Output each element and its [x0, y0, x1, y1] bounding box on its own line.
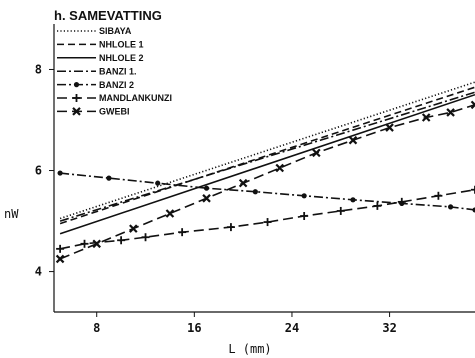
- series-point-banzi-2-2: [155, 180, 161, 186]
- series-point-gwebi-2-b: [129, 224, 138, 233]
- series-point-gwebi-9: [385, 123, 394, 132]
- series-point-banzi-2-0: [57, 170, 63, 176]
- series-point-gwebi-0-b: [55, 254, 65, 264]
- series-point-gwebi-8: [348, 135, 358, 145]
- legend-label-banzi-2: BANZI 2: [99, 80, 134, 90]
- legend-marker-gwebi: [72, 107, 81, 116]
- series-point-mandlankunzi-7: [300, 212, 309, 220]
- legend: SIBAYA NHLOLE 1 NHLOLE 2 BANZI 1. BANZI 2 MAN…: [57, 26, 172, 117]
- series-point-gwebi-1: [92, 239, 101, 249]
- series-point-gwebi-5: [238, 178, 248, 188]
- legend-label-nhlole-2: NHLOLE 2: [99, 53, 144, 63]
- series-point-mandlankunzi-3: [141, 233, 150, 242]
- series-line-sibaya: [59, 81, 475, 220]
- series-point-banzi-2-9: [472, 207, 475, 213]
- y-tick-label-4: 4: [35, 265, 42, 279]
- series-point-mandlankunzi-2: [117, 236, 126, 245]
- series-point-gwebi-9-b: [385, 123, 394, 132]
- legend-marker-banzi-2: [73, 82, 80, 88]
- series-point-gwebi-12: [470, 100, 475, 110]
- series-point-gwebi-4: [202, 194, 211, 203]
- series-point-banzi-2-1: [106, 175, 112, 181]
- series-point-mandlankunzi-12: [471, 185, 475, 194]
- series-point-mandlankunzi-4: [178, 228, 187, 237]
- legend-label-sibaya: SIBAYA: [99, 26, 132, 36]
- series-point-gwebi-11: [446, 108, 455, 117]
- series-point-mandlankunzi-10: [397, 197, 406, 206]
- x-axis-label: L (mm): [228, 342, 271, 356]
- legend-label-nhlole-1: NHLOLE 1: [99, 40, 144, 50]
- series-point-gwebi-12-b: [470, 103, 475, 110]
- x-tick-label-16: 16: [187, 321, 201, 335]
- series-point-gwebi-6: [275, 163, 285, 173]
- series-point-gwebi-2: [129, 224, 138, 233]
- series-point-gwebi-11-b: [446, 108, 455, 117]
- series-point-gwebi-3: [165, 209, 175, 218]
- series-point-gwebi-7: [312, 148, 321, 158]
- legend-label-mandlankunzi: MANDLANKUNZI: [99, 93, 172, 103]
- series-point-gwebi-10-b: [421, 113, 431, 122]
- series-point-banzi-2-3: [203, 185, 210, 191]
- chart-title: h. SAMEVATTING: [54, 8, 162, 23]
- series-point-mandlankunzi-8: [336, 206, 345, 215]
- legend-label-banzi-1: BANZI 1.: [99, 66, 137, 76]
- series-point-mandlankunzi-0: [56, 244, 65, 253]
- series-point-gwebi-7-b: [312, 148, 321, 158]
- series-point-gwebi-12-a: [470, 100, 475, 107]
- series-point-banzi-2-8: [447, 204, 454, 210]
- series-point-gwebi-3-b: [165, 209, 175, 218]
- series-point-gwebi-0: [55, 254, 65, 264]
- series-point-banzi-2-6: [350, 197, 356, 203]
- y-tick-label-6: 6: [35, 164, 42, 178]
- series-point-gwebi-6-b: [275, 163, 285, 173]
- series-line-banzi-1: [59, 91, 475, 222]
- series-line-banzi-2: [60, 172, 475, 211]
- series-point-mandlankunzi-11: [434, 191, 443, 200]
- series-point-gwebi-1-b: [92, 239, 101, 249]
- legend-marker-mandlankunzi: [72, 94, 81, 102]
- series-point-mandlankunzi-1: [80, 239, 89, 248]
- legend-marker-gwebi-b: [72, 107, 81, 116]
- series-point-mandlankunzi-9: [373, 201, 382, 210]
- plot-area: 8 16 24 32 4 6 8: [35, 24, 475, 335]
- x-tick-label-32: 32: [382, 321, 396, 335]
- series-line-gwebi: [59, 104, 475, 260]
- series-line-nhlole-2: [59, 93, 475, 235]
- series-point-gwebi-5-b: [238, 178, 248, 188]
- series-point-gwebi-4-b: [202, 194, 211, 203]
- y-tick-label-8: 8: [35, 62, 42, 76]
- series-point-mandlankunzi-6: [263, 218, 272, 227]
- series-point-gwebi-8-b: [348, 135, 358, 145]
- series-point-mandlankunzi-5: [226, 223, 235, 232]
- x-tick-label-24: 24: [285, 321, 299, 335]
- series-point-gwebi-10: [421, 113, 431, 122]
- series-line-nhlole-1: [59, 86, 475, 225]
- y-axis-label: nW: [4, 207, 19, 221]
- x-tick-label-8: 8: [93, 321, 100, 335]
- series-point-banzi-2-5: [301, 193, 307, 199]
- series-point-banzi-2-4: [252, 189, 258, 195]
- legend-label-gwebi: GWEBI: [99, 107, 130, 117]
